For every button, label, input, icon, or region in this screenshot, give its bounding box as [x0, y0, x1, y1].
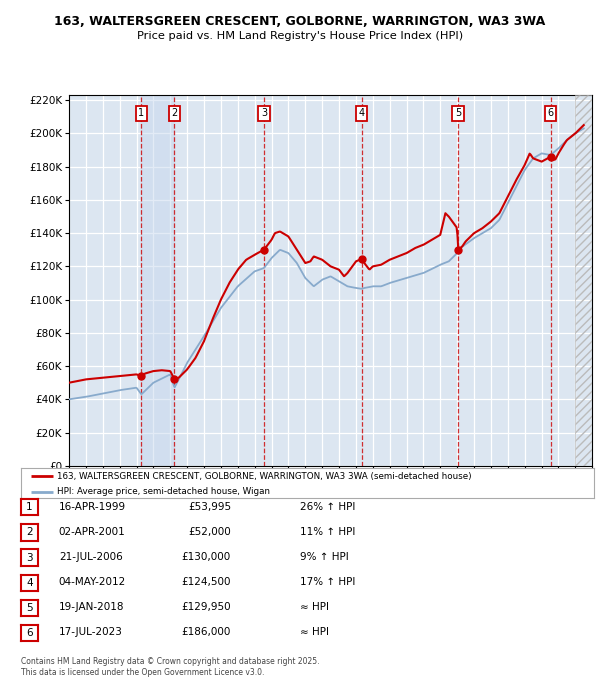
Text: 6: 6 [26, 628, 33, 638]
Text: £52,000: £52,000 [188, 527, 231, 537]
Bar [142, 95, 175, 466]
Text: 11% ↑ HPI: 11% ↑ HPI [300, 527, 355, 537]
Text: Contains HM Land Registry data © Crown copyright and database right 2025.
This d: Contains HM Land Registry data © Crown c… [21, 657, 320, 677]
Text: 1: 1 [139, 109, 145, 118]
Text: 2: 2 [172, 109, 178, 118]
Text: 04-MAY-2012: 04-MAY-2012 [59, 577, 126, 587]
Text: ≈ HPI: ≈ HPI [300, 602, 329, 612]
Text: HPI: Average price, semi-detached house, Wigan: HPI: Average price, semi-detached house,… [56, 487, 269, 496]
Text: 4: 4 [26, 578, 33, 588]
Text: 9% ↑ HPI: 9% ↑ HPI [300, 552, 349, 562]
Text: Price paid vs. HM Land Registry's House Price Index (HPI): Price paid vs. HM Land Registry's House … [137, 31, 463, 41]
Text: 17% ↑ HPI: 17% ↑ HPI [300, 577, 355, 587]
Text: £130,000: £130,000 [182, 552, 231, 562]
Text: £124,500: £124,500 [182, 577, 231, 587]
Text: 26% ↑ HPI: 26% ↑ HPI [300, 502, 355, 511]
Text: 1: 1 [26, 503, 33, 512]
Text: 6: 6 [548, 109, 554, 118]
Text: £53,995: £53,995 [188, 502, 231, 511]
Text: 21-JUL-2006: 21-JUL-2006 [59, 552, 122, 562]
Text: 17-JUL-2023: 17-JUL-2023 [59, 628, 122, 637]
Text: 16-APR-1999: 16-APR-1999 [59, 502, 126, 511]
Text: £129,950: £129,950 [181, 602, 231, 612]
Text: £186,000: £186,000 [182, 628, 231, 637]
Text: 5: 5 [455, 109, 461, 118]
Text: ≈ HPI: ≈ HPI [300, 628, 329, 637]
Text: 3: 3 [261, 109, 267, 118]
Text: 163, WALTERSGREEN CRESCENT, GOLBORNE, WARRINGTON, WA3 3WA: 163, WALTERSGREEN CRESCENT, GOLBORNE, WA… [55, 15, 545, 28]
Text: 2: 2 [26, 528, 33, 537]
Text: 4: 4 [359, 109, 365, 118]
Text: 3: 3 [26, 553, 33, 562]
Bar [575, 95, 592, 466]
Text: 5: 5 [26, 603, 33, 613]
Text: 19-JAN-2018: 19-JAN-2018 [59, 602, 124, 612]
Text: 02-APR-2001: 02-APR-2001 [59, 527, 125, 537]
Text: 163, WALTERSGREEN CRESCENT, GOLBORNE, WARRINGTON, WA3 3WA (semi-detached house): 163, WALTERSGREEN CRESCENT, GOLBORNE, WA… [56, 472, 471, 481]
